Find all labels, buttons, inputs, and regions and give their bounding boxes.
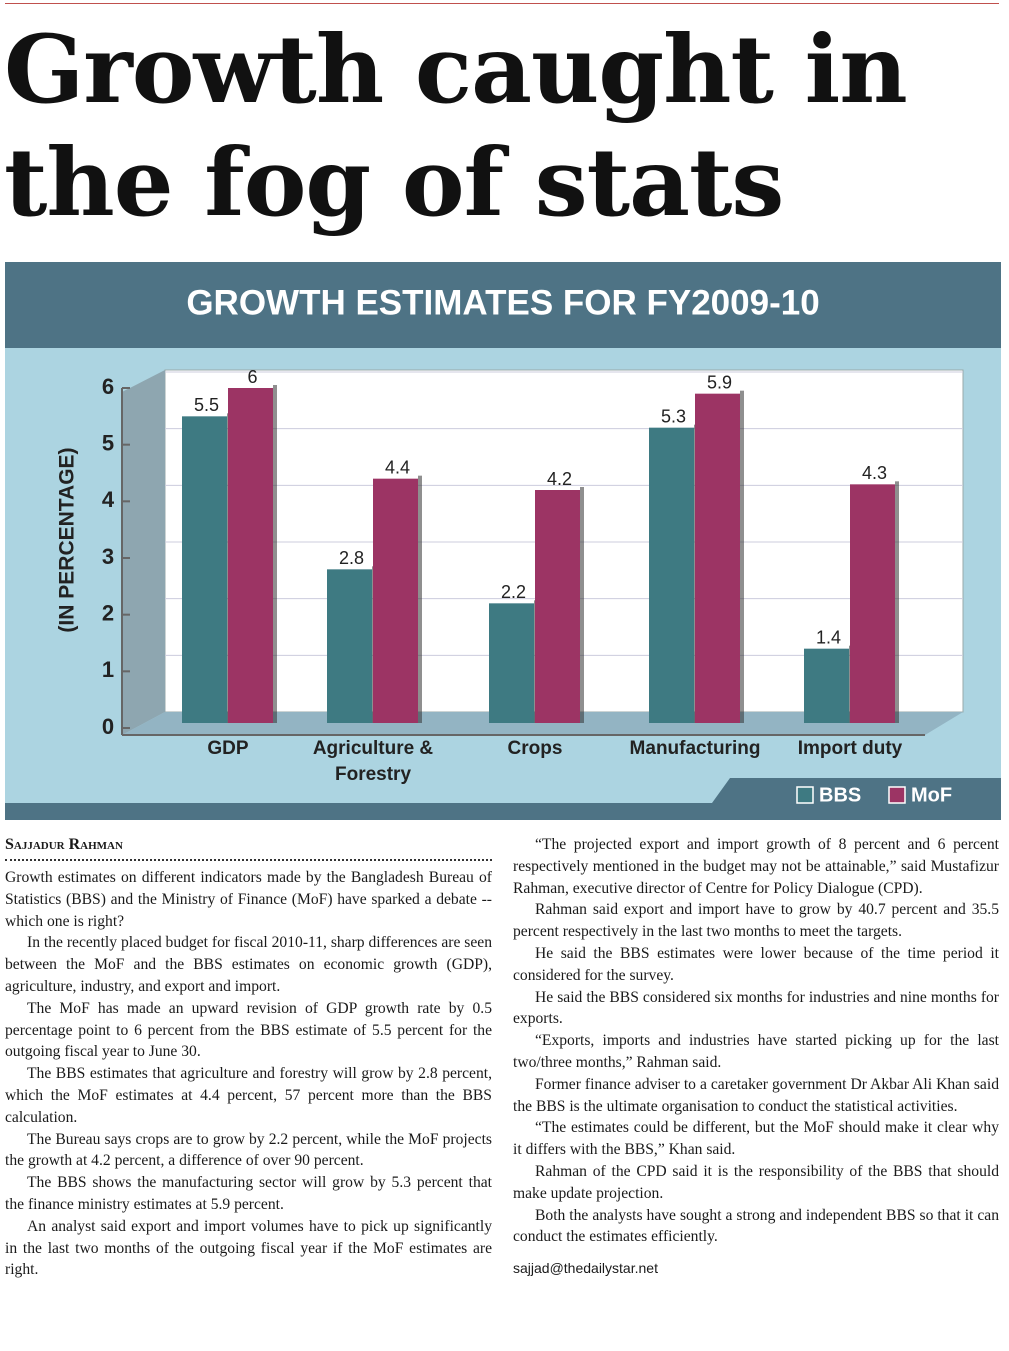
paragraph: The BBS shows the manufacturing sector w… — [5, 1174, 492, 1213]
value-label: 4.4 — [385, 457, 410, 477]
chart: GROWTH ESTIMATES FOR FY2009-10 (IN PERCE… — [5, 262, 1001, 820]
bar — [489, 603, 534, 723]
value-label: 5.9 — [707, 372, 732, 392]
paragraph: An analyst said export and import volume… — [5, 1217, 492, 1279]
bar — [327, 569, 372, 723]
y-tick-label: 1 — [102, 657, 114, 682]
title-bar — [5, 262, 1001, 348]
x-tick-label: GDP — [207, 738, 249, 759]
y-tick-label: 3 — [102, 544, 114, 569]
value-label: 1.4 — [816, 627, 841, 647]
legend-swatch — [796, 786, 814, 804]
y-axis-label: (IN PERCENTAGE) — [56, 447, 79, 632]
paragraph: In the recently placed budget for fiscal… — [5, 934, 493, 995]
paragraph: The Bureau says crops are to grow by 2.2… — [5, 1130, 492, 1170]
paragraph: “Exports, imports and industries have st… — [513, 1032, 999, 1071]
paragraph: Rahman of the CPD said it is the respons… — [513, 1162, 999, 1202]
value-label: 6 — [247, 367, 257, 387]
bar-side — [580, 487, 584, 723]
y-tick-label: 5 — [102, 430, 114, 455]
bar-side — [895, 481, 899, 723]
bar-side — [273, 385, 277, 723]
paragraph: The BBS estimates that agriculture and f… — [5, 1065, 492, 1126]
bar-side — [418, 475, 422, 723]
bar — [182, 416, 227, 723]
value-label: 4.3 — [862, 463, 887, 483]
paragraph: Both the analysts have sought a strong a… — [513, 1206, 999, 1246]
value-label: 2.2 — [501, 582, 526, 602]
paragraph: Rahman said export and import have to gr… — [513, 901, 999, 941]
bar — [695, 393, 740, 723]
headline: Growth caught in the fog of stats — [4, 15, 908, 238]
x-tick-label: Crops — [507, 738, 563, 759]
paragraph: The MoF has made an upward revision of G… — [5, 999, 492, 1061]
y-tick-label: 6 — [102, 374, 114, 399]
legend-band — [5, 778, 1001, 820]
column-left: Sajjadur Rahman Growth estimates on diff… — [5, 834, 492, 1281]
x-tick-label: Manufacturing — [629, 738, 761, 759]
column-right: “The projected export and import growth … — [513, 834, 999, 1280]
value-label: 5.3 — [661, 406, 686, 426]
paragraph: Growth estimates on different indicators… — [5, 869, 492, 930]
paragraph: He said the BBS considered six months fo… — [513, 988, 999, 1028]
bar-side — [740, 390, 744, 723]
x-tick-label: Import duty — [797, 738, 903, 759]
paragraph: Former finance adviser to a caretaker go… — [513, 1075, 999, 1115]
bar — [535, 490, 580, 723]
dotted-rule — [5, 859, 492, 861]
legend-label: MoF — [911, 784, 952, 806]
paragraph: “The projected export and import growth … — [513, 836, 999, 897]
email: sajjad@thedailystar.net — [513, 1260, 658, 1277]
y-tick-label: 0 — [102, 714, 114, 739]
legend-swatch — [888, 786, 906, 804]
value-label: 2.8 — [339, 548, 364, 568]
rule — [5, 3, 999, 4]
left-wall — [122, 370, 165, 735]
value-label: 4.2 — [547, 469, 572, 489]
paragraph: “The estimates could be different, but t… — [513, 1119, 999, 1159]
bar — [850, 484, 895, 723]
chart-title: GROWTH ESTIMATES FOR FY2009-10 — [186, 283, 819, 322]
byline: Sajjadur Rahman — [5, 836, 123, 853]
bar — [373, 478, 418, 723]
bar — [228, 388, 273, 723]
bar — [804, 648, 849, 723]
value-label: 5.5 — [194, 395, 219, 415]
legend-label: BBS — [819, 784, 861, 806]
x-tick-label: Agriculture & Forestry — [312, 738, 434, 785]
paragraph: He said the BBS estimates were lower bec… — [513, 944, 999, 984]
y-tick-label: 2 — [102, 600, 114, 625]
y-tick-label: 4 — [102, 487, 115, 512]
bar — [649, 427, 694, 723]
